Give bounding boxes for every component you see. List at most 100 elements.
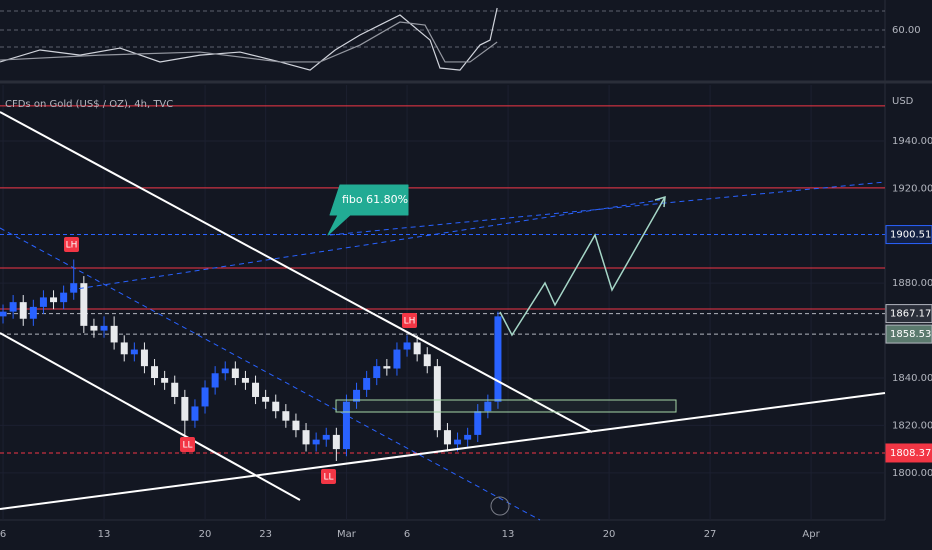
trendline xyxy=(0,392,886,510)
x-tick-label: 6 xyxy=(0,529,6,540)
rsi-line xyxy=(0,21,498,63)
price-label-box xyxy=(885,443,932,463)
candle-body xyxy=(0,311,7,317)
drawings xyxy=(0,111,886,521)
candle-body xyxy=(342,401,350,450)
price-label: 1808.37 xyxy=(890,448,931,459)
candle-body xyxy=(373,366,381,379)
rsi-line xyxy=(0,7,498,71)
candle-body xyxy=(211,373,219,388)
candle-body xyxy=(161,378,169,383)
candle-body xyxy=(241,378,249,383)
candle-body xyxy=(403,342,411,350)
projection xyxy=(499,196,666,337)
price-label: 1900.51 xyxy=(890,230,931,241)
marker-text: LH xyxy=(404,317,416,327)
candle-body xyxy=(221,368,229,374)
marker-text: LH xyxy=(66,241,78,251)
x-tick-label: 13 xyxy=(502,529,515,540)
callout-text: fibo 61.80% xyxy=(342,193,408,206)
candle-body xyxy=(433,366,441,431)
price-label: 1858.53 xyxy=(890,329,931,340)
price-label-box xyxy=(885,304,932,324)
trendline xyxy=(0,332,301,501)
candle-body xyxy=(39,297,47,307)
candle-body xyxy=(140,349,148,367)
candle-body xyxy=(231,368,239,379)
y-tick-label: 1880.00 xyxy=(892,278,932,289)
candle-body xyxy=(494,316,502,402)
candle-body xyxy=(252,382,260,397)
candle-body xyxy=(393,349,401,369)
y-tick-label: 1820.00 xyxy=(892,420,932,431)
candle-body xyxy=(110,325,118,343)
trendline-dashed xyxy=(69,199,661,291)
candle-body xyxy=(292,420,300,431)
candle-body xyxy=(90,325,98,331)
candle-body xyxy=(484,401,492,412)
icon[interactable] xyxy=(490,496,510,516)
candle-body xyxy=(322,434,330,440)
candle-body xyxy=(464,434,472,440)
price-label-box xyxy=(885,324,932,344)
x-tick-label: Apr xyxy=(802,529,820,540)
candle-body xyxy=(130,349,138,355)
candle-body xyxy=(272,401,280,412)
y-tick-label: 1920.00 xyxy=(892,183,932,194)
candle-body xyxy=(302,430,310,445)
x-tick-label: 23 xyxy=(259,529,272,540)
x-tick-label: 6 xyxy=(404,529,410,540)
price-label: 1867.17 xyxy=(890,309,931,320)
arrow-head xyxy=(654,195,666,208)
marker xyxy=(402,313,417,328)
marker xyxy=(321,469,336,484)
candle-body xyxy=(383,366,391,369)
candle-body xyxy=(181,396,189,421)
y-tick-label: 1840.00 xyxy=(892,373,932,384)
trendline-dashed xyxy=(0,227,541,521)
candle-body xyxy=(353,389,361,402)
candle-body xyxy=(201,387,209,407)
zone xyxy=(335,399,677,413)
y-tick-label: 1800.00 xyxy=(892,468,932,479)
candle-body xyxy=(100,325,108,331)
candle-body xyxy=(171,382,179,397)
candle-body xyxy=(60,292,68,303)
candle-body xyxy=(9,302,17,312)
candle-body xyxy=(29,306,37,319)
candle-body xyxy=(332,434,340,450)
candle-body xyxy=(413,342,421,355)
marks xyxy=(0,7,885,520)
trendline-dashed xyxy=(329,181,886,236)
callout xyxy=(327,184,409,236)
trendline xyxy=(0,111,593,433)
marker xyxy=(180,437,195,452)
candle-body xyxy=(191,406,199,421)
chart-title: CFDs on Gold (US$ / OZ), 4h, TVC xyxy=(5,99,173,110)
candle-body xyxy=(454,439,462,445)
x-tick-label: 20 xyxy=(603,529,616,540)
candle-body xyxy=(262,396,270,402)
candle-body xyxy=(423,354,431,367)
x-tick-label: 13 xyxy=(98,529,111,540)
marker-text: LL xyxy=(182,441,192,451)
x-tick-label: Mar xyxy=(337,529,357,540)
marker xyxy=(64,237,79,252)
candle-body xyxy=(151,366,159,379)
axis-label: USD xyxy=(892,96,914,107)
candle-body xyxy=(80,283,88,326)
marker-text: LL xyxy=(323,473,333,483)
candle-body xyxy=(282,411,290,421)
candle-body xyxy=(363,378,371,390)
x-tick-label: 20 xyxy=(199,529,212,540)
candle-body xyxy=(19,302,27,319)
candle-body xyxy=(70,283,78,293)
candle-body xyxy=(120,342,128,355)
candle-body xyxy=(50,297,58,303)
y-tick-label: 60.00 xyxy=(892,25,921,36)
candle-body xyxy=(474,411,482,435)
price-label-box xyxy=(885,225,932,245)
x-tick-label: 27 xyxy=(704,529,717,540)
